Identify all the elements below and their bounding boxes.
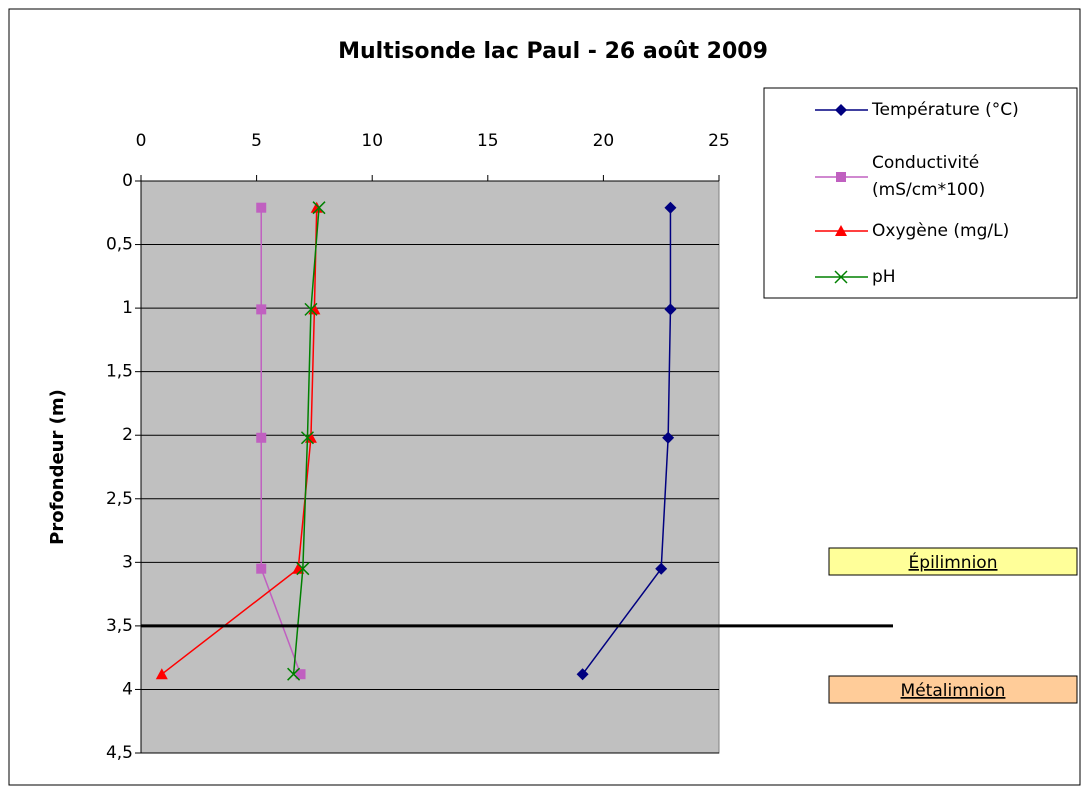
marker [312,201,326,215]
x-tick-label: 10 [361,131,383,151]
y-tick-label: 0,5 [106,235,133,255]
legend-label: Oxygène (mg/L) [872,221,1009,241]
marker [655,562,668,575]
legend-label-line: (mS/cm*100) [872,180,985,200]
legend-label-line: Conductivité [872,153,979,173]
y-tick-label: 3 [122,552,133,572]
annotation-box [828,675,1078,704]
legend-label: pH [872,267,896,287]
marker [835,225,847,236]
marker [835,104,847,116]
legend-label: Température (°C) [871,100,1019,120]
x-tick-label: 20 [593,131,615,151]
marker [256,202,267,213]
annotation-text: Métalimnion [901,681,1006,701]
y-tick-label: 0 [122,171,133,191]
marker [836,172,846,182]
marker [664,201,677,214]
y-tick-label: 4 [122,679,133,699]
plot-area [140,180,720,754]
y-tick-label: 1 [122,298,133,318]
x-tick-label: 5 [251,131,262,151]
y-tick-label: 1,5 [106,362,133,382]
x-tick-label: 15 [477,131,499,151]
marker [576,668,589,681]
annotation-box [828,547,1078,576]
marker [662,431,675,444]
marker [256,563,267,574]
marker [304,302,318,316]
y-tick-label: 2,5 [106,489,133,509]
legend [763,87,1078,299]
chart-title: Multisonde lac Paul - 26 août 2009 [338,39,768,64]
y-tick-label: 2 [122,425,133,445]
x-tick-label: 0 [136,131,147,151]
legend-label: Conductivité (mS/cm*100) [872,153,985,200]
marker [256,304,267,315]
marker [295,669,306,680]
marker [287,667,301,681]
annotation-text: Épilimnion [909,551,998,573]
y-axis-label: Profondeur (m) [47,389,68,545]
marker [310,201,323,213]
y-tick-label: 4,5 [106,743,133,763]
marker [834,270,848,284]
marker [155,668,168,680]
x-tick-label: 25 [708,131,730,151]
marker [300,431,314,445]
marker [256,432,267,443]
marker [296,562,310,576]
y-tick-label: 3,5 [106,616,133,636]
marker [664,303,677,316]
